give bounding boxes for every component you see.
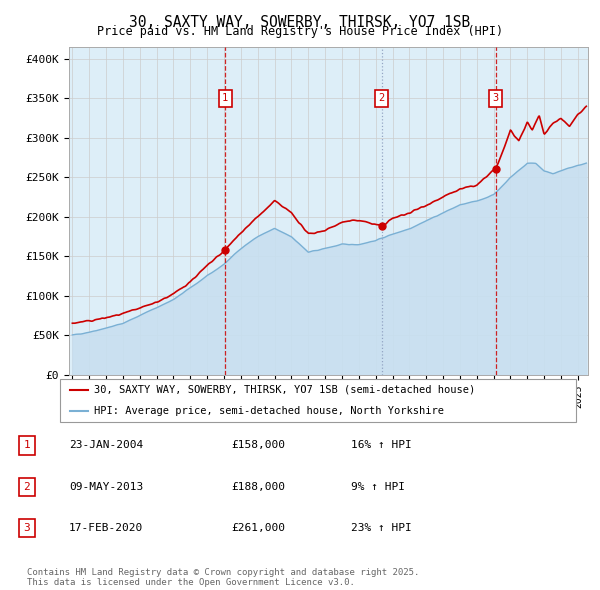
Text: 30, SAXTY WAY, SOWERBY, THIRSK, YO7 1SB (semi-detached house): 30, SAXTY WAY, SOWERBY, THIRSK, YO7 1SB … (94, 385, 475, 395)
Text: 30, SAXTY WAY, SOWERBY, THIRSK, YO7 1SB: 30, SAXTY WAY, SOWERBY, THIRSK, YO7 1SB (130, 15, 470, 30)
Text: Contains HM Land Registry data © Crown copyright and database right 2025.
This d: Contains HM Land Registry data © Crown c… (27, 568, 419, 587)
Text: 23-JAN-2004: 23-JAN-2004 (69, 441, 143, 450)
Text: 2: 2 (23, 482, 31, 491)
Text: HPI: Average price, semi-detached house, North Yorkshire: HPI: Average price, semi-detached house,… (94, 407, 443, 416)
Text: Price paid vs. HM Land Registry's House Price Index (HPI): Price paid vs. HM Land Registry's House … (97, 25, 503, 38)
Text: 9% ↑ HPI: 9% ↑ HPI (351, 482, 405, 491)
Text: 3: 3 (23, 523, 31, 533)
Text: 3: 3 (493, 93, 499, 103)
Text: 1: 1 (23, 441, 31, 450)
Text: 17-FEB-2020: 17-FEB-2020 (69, 523, 143, 533)
Text: 16% ↑ HPI: 16% ↑ HPI (351, 441, 412, 450)
FancyBboxPatch shape (60, 379, 576, 422)
Text: 2: 2 (379, 93, 385, 103)
Text: 09-MAY-2013: 09-MAY-2013 (69, 482, 143, 491)
Text: 1: 1 (222, 93, 229, 103)
Text: £158,000: £158,000 (231, 441, 285, 450)
Text: £261,000: £261,000 (231, 523, 285, 533)
Text: £188,000: £188,000 (231, 482, 285, 491)
Text: 23% ↑ HPI: 23% ↑ HPI (351, 523, 412, 533)
